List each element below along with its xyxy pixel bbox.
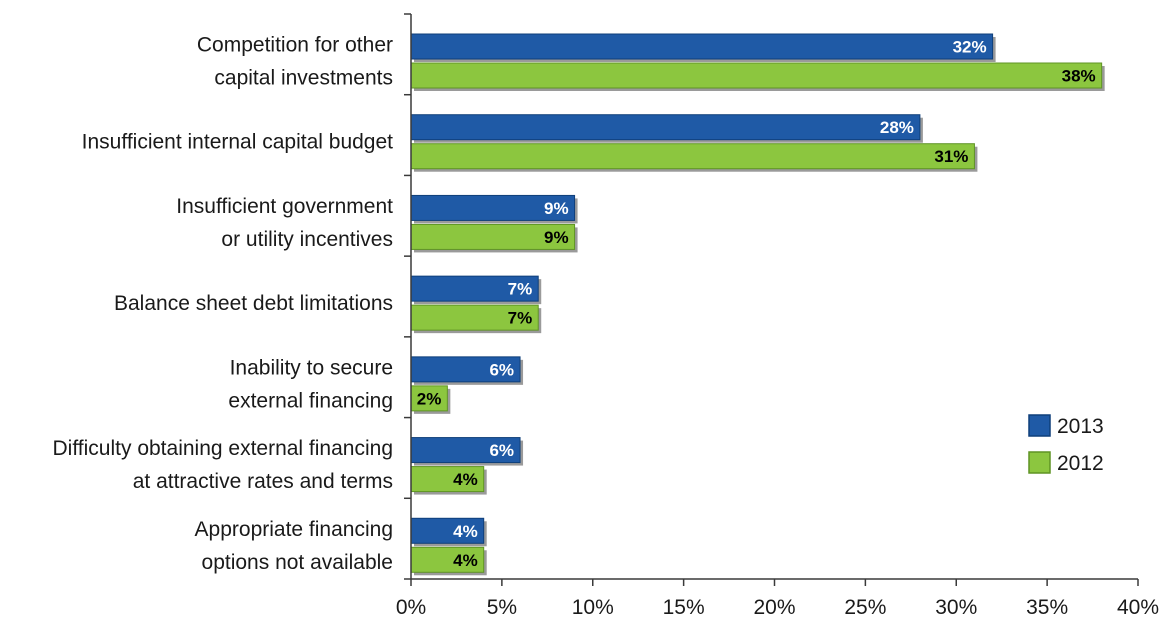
value-label-2013-6: 4% — [453, 522, 478, 541]
category-label-0: Competition for other capital investments — [197, 34, 393, 90]
legend: 2013 2012 — [1028, 414, 1104, 475]
bar-2012-2 — [410, 223, 576, 250]
value-label-2012-2: 9% — [544, 228, 569, 247]
category-label-5: Difficulty obtaining external financing a… — [53, 437, 393, 493]
value-label-2012-3: 7% — [508, 309, 533, 328]
value-label-2013-3: 7% — [508, 280, 533, 299]
bars-layer — [410, 33, 1105, 576]
category-label-1: Insufficient internal capital budget — [82, 131, 393, 154]
x-tick-label-0: 0% — [396, 596, 426, 619]
category-label-6: Appropriate financing options not availab… — [195, 518, 393, 574]
bar-2013-4 — [410, 356, 521, 383]
value-label-2013-1: 28% — [880, 118, 914, 137]
legend-swatch-2013 — [1028, 414, 1051, 437]
bar-2013-0 — [410, 33, 994, 60]
bar-2013-5 — [410, 437, 521, 464]
x-tick-label-3: 15% — [663, 596, 705, 619]
x-tick-label-8: 40% — [1117, 596, 1159, 619]
x-tick-label-5: 25% — [844, 596, 886, 619]
bar-2013-3 — [410, 275, 539, 302]
legend-label-2012: 2012 — [1057, 452, 1104, 475]
category-label-4: Inability to secure external financing — [228, 356, 393, 412]
value-label-2012-1: 31% — [934, 147, 968, 166]
value-label-2012-6: 4% — [453, 551, 478, 570]
value-label-2013-2: 9% — [544, 199, 569, 218]
x-tick-label-7: 35% — [1026, 596, 1068, 619]
x-tick-label-6: 30% — [935, 596, 977, 619]
category-label-2: Insufficient government or utility incent… — [176, 195, 393, 251]
value-label-2013-4: 6% — [489, 360, 514, 379]
legend-label-2013: 2013 — [1057, 415, 1104, 438]
value-label-2013-5: 6% — [489, 441, 514, 460]
category-label-3: Balance sheet debt limitations — [114, 292, 393, 315]
bar-2012-0 — [410, 62, 1103, 89]
value-label-2012-4: 2% — [417, 389, 442, 408]
value-label-2013-0: 32% — [953, 38, 987, 57]
legend-swatch-2012 — [1028, 451, 1051, 474]
bar-2012-5 — [410, 466, 485, 493]
bar-2012-1 — [410, 143, 975, 170]
value-label-2012-0: 38% — [1062, 67, 1096, 86]
bar-2012-3 — [410, 304, 539, 331]
x-tick-label-4: 20% — [753, 596, 795, 619]
bar-2013-1 — [410, 114, 921, 141]
x-tick-label-2: 10% — [572, 596, 614, 619]
x-tick-label-1: 5% — [487, 596, 517, 619]
bar-2012-4 — [410, 385, 448, 412]
axes-layer: 0% 5% 10% 15% 20% 25% 30% 35% 40% — [396, 13, 1159, 619]
value-label-2012-5: 4% — [453, 470, 478, 489]
labels-layer: 32% 38% Competition for other capital inves… — [53, 34, 1096, 574]
